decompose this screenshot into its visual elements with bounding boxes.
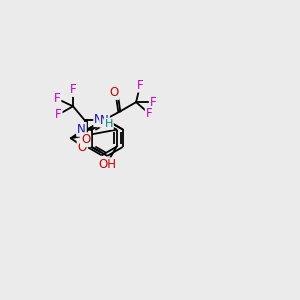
Text: OH: OH xyxy=(99,158,117,171)
Text: H: H xyxy=(100,113,109,124)
Text: O: O xyxy=(81,133,90,146)
Text: F: F xyxy=(137,79,143,92)
Text: O: O xyxy=(110,86,119,99)
Text: N: N xyxy=(94,113,103,126)
Text: N: N xyxy=(77,123,86,136)
Text: O: O xyxy=(78,141,87,154)
Text: F: F xyxy=(54,92,60,105)
Text: H: H xyxy=(104,119,113,129)
Text: F: F xyxy=(70,83,76,96)
Text: F: F xyxy=(55,108,62,121)
Text: F: F xyxy=(146,107,152,120)
Text: F: F xyxy=(150,96,157,109)
Text: N: N xyxy=(100,114,109,127)
